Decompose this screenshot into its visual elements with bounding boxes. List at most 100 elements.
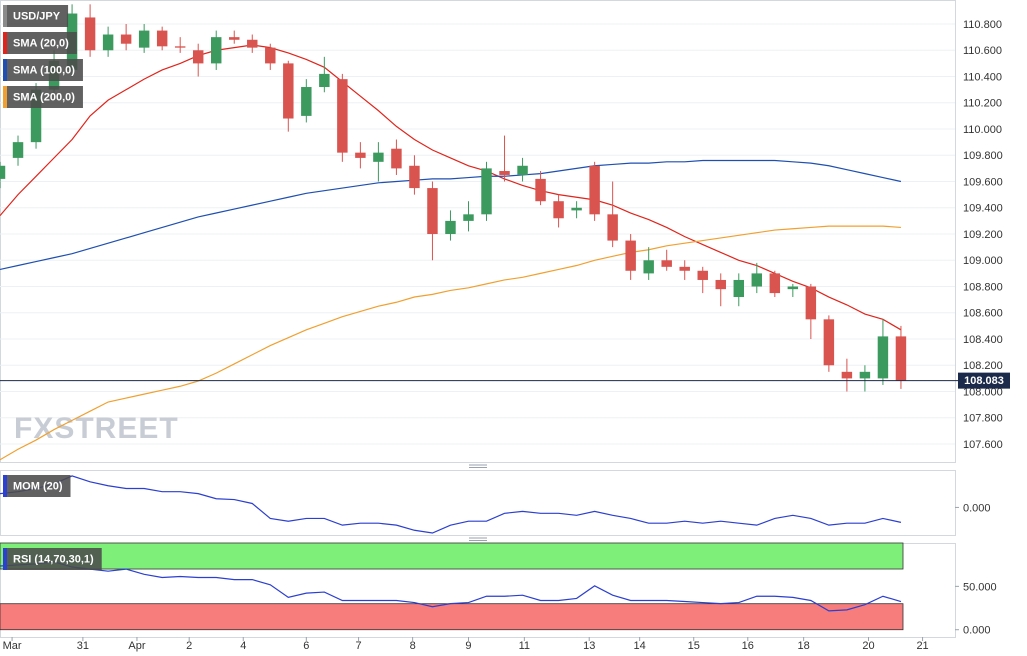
panel-frame [0, 0, 956, 463]
candle-body [625, 240, 636, 271]
candle-body [337, 79, 348, 153]
candle-body [841, 371, 853, 379]
y-tick-label: 0.000 [963, 502, 991, 514]
candle-body [769, 273, 781, 294]
candle-body [895, 336, 907, 381]
candle-body [787, 286, 799, 290]
y-tick-label: 110.800 [963, 19, 1002, 31]
legend-box [3, 548, 102, 570]
panel-frame [0, 470, 956, 536]
legend-box [3, 32, 77, 54]
candle-body [481, 168, 492, 215]
y-tick-label: 0.000 [963, 625, 991, 637]
x-tick-label: 4 [240, 640, 246, 652]
candle-body [679, 266, 690, 271]
x-tick-label: 11 [519, 640, 530, 652]
zone-band [0, 603, 904, 631]
candle-body [661, 260, 672, 267]
candle-body [156, 30, 168, 47]
candle-body [319, 73, 330, 88]
x-tick-label: 9 [465, 640, 471, 652]
last-price-label: 108.083 [964, 375, 1004, 387]
candle-body [138, 30, 150, 48]
candle-body [805, 286, 817, 320]
zone-band [0, 542, 904, 570]
y-tick-label: 109.200 [963, 229, 1003, 241]
y-tick-label: 110.200 [963, 98, 1002, 110]
legend-item: SMA (100,0) [3, 59, 83, 81]
x-tick-label: 14 [634, 640, 646, 652]
y-tick-label: 109.800 [963, 150, 1003, 162]
x-tick-label: 21 [916, 640, 928, 652]
candle-body [733, 279, 744, 298]
x-tick-label: 31 [77, 640, 89, 652]
candle-body [355, 152, 366, 158]
candle-body [283, 63, 294, 119]
legend-label: SMA (100,0) [13, 64, 75, 76]
y-tick-label: 108.800 [963, 281, 1003, 293]
legend-swatch [3, 59, 7, 81]
candle-body [102, 34, 114, 51]
legend-box [3, 86, 83, 108]
legend-item: SMA (200,0) [3, 86, 83, 108]
y-tick-label: 109.000 [963, 255, 1003, 267]
series-line [0, 44, 902, 331]
candle-body [192, 50, 204, 64]
y-tick-label: 107.600 [963, 439, 1003, 451]
candle-body [30, 89, 42, 143]
y-tick-label: 108.400 [963, 334, 1003, 346]
series-line [0, 475, 902, 534]
candle-body [643, 260, 654, 274]
y-tick-label: 108.000 [963, 386, 1003, 398]
candle-body [877, 336, 889, 379]
y-tick-label: 110.600 [963, 45, 1002, 57]
legend-item: SMA (20,0) [3, 32, 77, 54]
candle-body [211, 37, 222, 64]
legend-label: SMA (200,0) [13, 91, 75, 103]
y-tick-label: 110.400 [963, 71, 1002, 83]
legend-item: RSI (14,70,30,1) [3, 548, 102, 570]
x-tick-label: Apr [128, 640, 145, 652]
legend-swatch [3, 32, 7, 54]
watermark: FXSTREET [14, 412, 179, 445]
candle-body [84, 17, 96, 51]
legend-swatch [3, 5, 7, 27]
x-tick-label: 7 [356, 640, 362, 652]
candle-body [607, 214, 618, 241]
candle-body [247, 39, 258, 48]
candle-body [0, 165, 6, 179]
candle-body [391, 148, 402, 169]
candle-body [174, 46, 186, 48]
y-tick-label: 109.600 [963, 176, 1003, 188]
candle-body [265, 47, 276, 64]
series-line [0, 225, 901, 461]
candle-body [373, 152, 384, 162]
candle-body [409, 165, 420, 189]
x-tick-label: 18 [798, 640, 810, 652]
y-tick-label: 108.600 [963, 308, 1003, 320]
candle-body [571, 207, 582, 211]
x-tick-label: 20 [862, 640, 874, 652]
legend-box [3, 59, 83, 81]
series-line [0, 561, 902, 612]
x-tick-label: Mar [3, 640, 22, 652]
y-tick-label: 50.000 [963, 581, 997, 593]
candle-body [427, 188, 438, 235]
last-price-box [958, 372, 1010, 389]
series-line [0, 159, 902, 271]
candle-body [697, 270, 708, 280]
x-tick-label: 13 [583, 640, 595, 652]
candle-body [120, 34, 132, 44]
x-tick-label: 2 [186, 640, 192, 652]
candle-body [751, 273, 763, 287]
legend-label: USD/JPY [13, 10, 61, 22]
legend-box [3, 5, 69, 27]
candle-body [553, 201, 564, 219]
legend-swatch [3, 548, 7, 570]
legend-swatch [3, 475, 7, 497]
candle-body [859, 371, 871, 379]
x-tick-label: 6 [303, 640, 309, 652]
legend-box [3, 475, 71, 497]
y-tick-label: 110.000 [963, 124, 1002, 136]
